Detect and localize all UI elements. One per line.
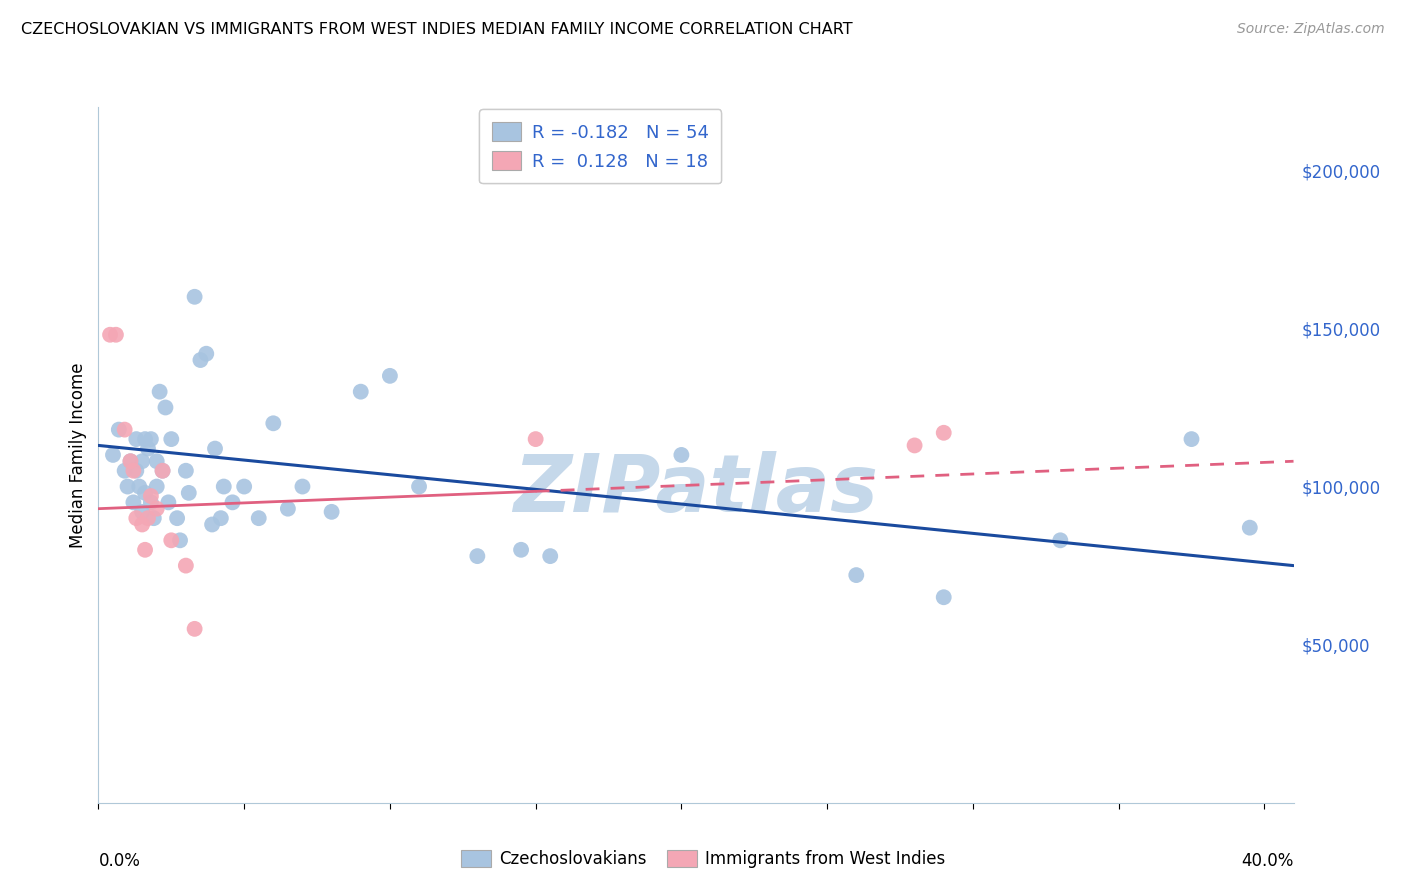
- Point: [291, 479, 314, 493]
- Point: [350, 384, 373, 399]
- Text: CZECHOSLOVAKIAN VS IMMIGRANTS FROM WEST INDIES MEDIAN FAMILY INCOME CORRELATION : CZECHOSLOVAKIAN VS IMMIGRANTS FROM WEST …: [21, 22, 852, 37]
- Point: [233, 479, 256, 493]
- Point: [378, 368, 401, 383]
- Point: [128, 479, 150, 493]
- Point: [903, 438, 925, 452]
- Point: [131, 505, 153, 519]
- Point: [201, 517, 224, 532]
- Legend: Czechoslovakians, Immigrants from West Indies: Czechoslovakians, Immigrants from West I…: [454, 843, 952, 875]
- Point: [117, 479, 139, 493]
- Point: [131, 517, 153, 532]
- Point: [125, 511, 148, 525]
- Point: [467, 549, 489, 563]
- Point: [510, 542, 533, 557]
- Point: [671, 448, 693, 462]
- Point: [114, 464, 136, 478]
- Point: [125, 432, 148, 446]
- Point: [136, 442, 159, 456]
- Point: [157, 495, 180, 509]
- Point: [145, 454, 167, 468]
- Point: [131, 454, 153, 468]
- Point: [204, 442, 226, 456]
- Point: [221, 495, 243, 509]
- Point: [139, 489, 162, 503]
- Point: [134, 486, 156, 500]
- Point: [134, 432, 156, 446]
- Point: [524, 432, 547, 446]
- Point: [1239, 521, 1261, 535]
- Point: [108, 423, 131, 437]
- Point: [145, 501, 167, 516]
- Point: [149, 384, 172, 399]
- Point: [212, 479, 235, 493]
- Point: [932, 425, 955, 440]
- Point: [152, 464, 174, 478]
- Point: [262, 417, 284, 431]
- Text: 40.0%: 40.0%: [1241, 852, 1294, 870]
- Point: [139, 495, 162, 509]
- Point: [183, 290, 205, 304]
- Point: [845, 568, 868, 582]
- Point: [98, 327, 121, 342]
- Point: [136, 511, 159, 525]
- Point: [139, 432, 162, 446]
- Point: [122, 464, 145, 478]
- Point: [932, 591, 955, 605]
- Point: [114, 423, 136, 437]
- Legend: R = -0.182   N = 54, R =  0.128   N = 18: R = -0.182 N = 54, R = 0.128 N = 18: [479, 109, 721, 183]
- Text: Source: ZipAtlas.com: Source: ZipAtlas.com: [1237, 22, 1385, 37]
- Point: [538, 549, 561, 563]
- Point: [120, 454, 142, 468]
- Text: 0.0%: 0.0%: [98, 852, 141, 870]
- Text: ZIPatlas: ZIPatlas: [513, 450, 879, 529]
- Point: [183, 622, 205, 636]
- Point: [104, 327, 127, 342]
- Point: [195, 347, 218, 361]
- Point: [177, 486, 200, 500]
- Point: [142, 511, 165, 525]
- Point: [160, 432, 183, 446]
- Y-axis label: Median Family Income: Median Family Income: [69, 362, 87, 548]
- Point: [277, 501, 299, 516]
- Point: [1049, 533, 1071, 548]
- Point: [247, 511, 270, 525]
- Point: [155, 401, 177, 415]
- Point: [190, 353, 212, 368]
- Point: [134, 542, 156, 557]
- Point: [169, 533, 191, 548]
- Point: [174, 558, 197, 573]
- Point: [101, 448, 124, 462]
- Point: [209, 511, 232, 525]
- Point: [174, 464, 197, 478]
- Point: [408, 479, 430, 493]
- Point: [145, 479, 167, 493]
- Point: [122, 495, 145, 509]
- Point: [152, 464, 174, 478]
- Point: [125, 464, 148, 478]
- Point: [166, 511, 188, 525]
- Point: [1180, 432, 1202, 446]
- Point: [160, 533, 183, 548]
- Point: [321, 505, 343, 519]
- Point: [120, 454, 142, 468]
